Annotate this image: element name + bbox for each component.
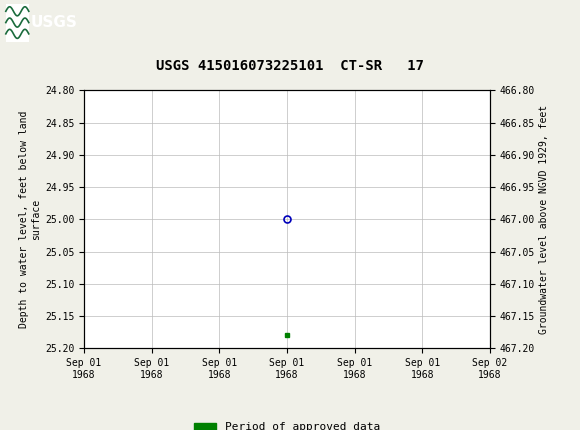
- Legend: Period of approved data: Period of approved data: [190, 418, 385, 430]
- FancyBboxPatch shape: [6, 3, 29, 42]
- Text: USGS 415016073225101  CT-SR   17: USGS 415016073225101 CT-SR 17: [156, 59, 424, 73]
- Text: USGS: USGS: [31, 15, 78, 30]
- Y-axis label: Depth to water level, feet below land
surface: Depth to water level, feet below land su…: [19, 111, 41, 328]
- Y-axis label: Groundwater level above NGVD 1929, feet: Groundwater level above NGVD 1929, feet: [539, 105, 549, 334]
